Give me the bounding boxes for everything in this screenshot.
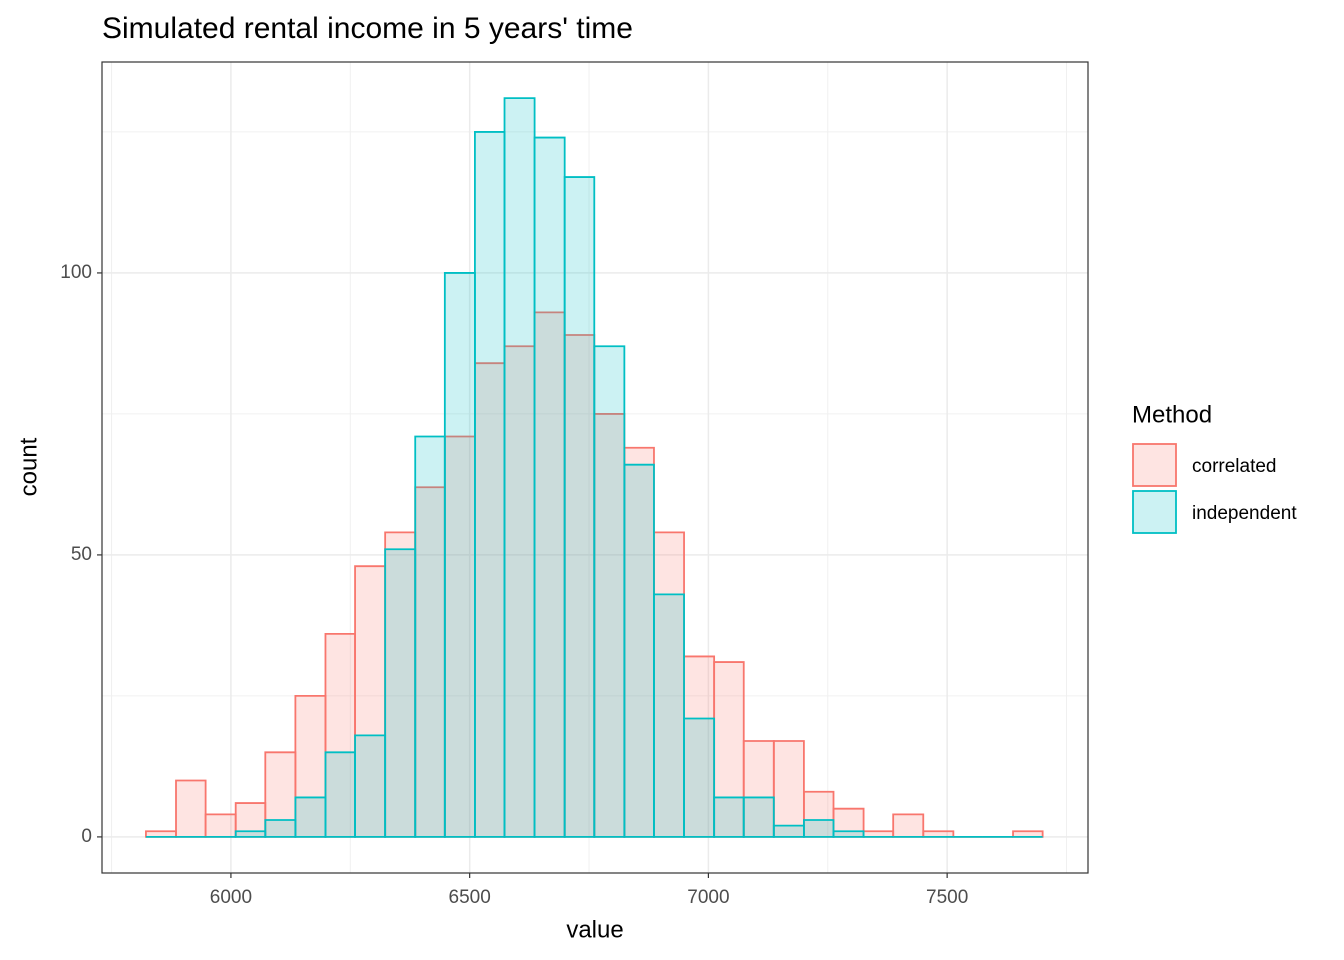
y-tick-label: 100 (60, 262, 92, 283)
histogram-bar (623, 463, 655, 838)
histogram-bar (443, 272, 476, 838)
histogram-bar (653, 593, 685, 838)
histogram-bar (832, 830, 865, 838)
histogram-bar (503, 97, 536, 838)
x-tick-label: 7000 (687, 887, 729, 908)
legend-key (1132, 490, 1177, 534)
x-tick-label: 7500 (926, 887, 968, 908)
y-axis-label: count (15, 437, 42, 496)
panel-border (101, 61, 1089, 874)
legend-key (1132, 443, 1177, 487)
y-tick-label: 50 (71, 544, 92, 565)
legend-label: correlated (1192, 456, 1277, 477)
histogram-bar (593, 345, 626, 838)
histogram-bar (742, 796, 775, 838)
histogram-bar (802, 819, 835, 838)
histogram-bar (563, 176, 596, 838)
histogram-bar (533, 136, 566, 838)
legend-label: independent (1192, 503, 1297, 524)
x-axis-label: value (566, 916, 623, 943)
histogram-bar (474, 131, 506, 838)
y-tick-label: 0 (81, 826, 92, 847)
histogram-bar (713, 796, 745, 838)
histogram-bar (264, 819, 297, 838)
chart-title: Simulated rental income in 5 years' time (102, 12, 633, 45)
histogram-bar (324, 751, 356, 838)
histogram-bar (354, 734, 387, 838)
histogram-bar (204, 813, 237, 838)
histogram-bar (772, 740, 805, 838)
histogram-bar (175, 779, 207, 838)
histogram-bar (683, 717, 716, 838)
histogram-bar (234, 830, 267, 838)
x-tick-label: 6500 (449, 887, 491, 908)
histogram-bar (414, 435, 446, 838)
legend-title: Method (1132, 401, 1212, 428)
x-tick-label: 6000 (210, 887, 252, 908)
histogram-bar (892, 813, 925, 838)
histogram-bar (772, 824, 805, 838)
histogram-bar (384, 548, 417, 838)
histogram-bar (294, 796, 327, 838)
